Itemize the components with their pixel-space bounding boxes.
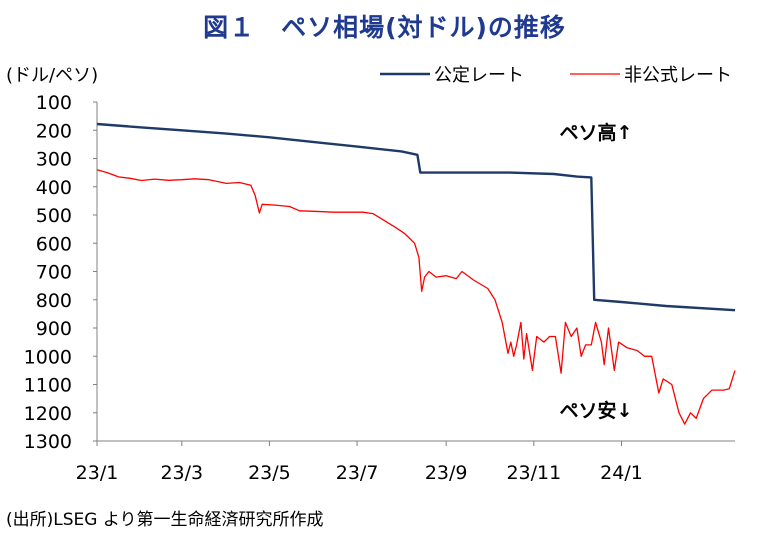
annotation-peso-weak: ペソ安↓ xyxy=(560,399,633,422)
y-tick-label: 300 xyxy=(36,149,72,171)
y-tick-label: 700 xyxy=(36,262,72,284)
y-tick-label: 200 xyxy=(36,120,72,142)
x-tick-label: 23/11 xyxy=(506,462,561,484)
series-line-official xyxy=(96,122,736,312)
x-tick-label: 24/1 xyxy=(600,462,643,484)
legend-label: 公定レート xyxy=(434,65,524,86)
y-tick-label: 1000 xyxy=(24,346,72,368)
x-tick-label: 23/3 xyxy=(160,462,203,484)
legend-label: 非公式レート xyxy=(624,65,732,86)
y-axis-label: (ドル/ペソ) xyxy=(6,65,98,86)
series-line-informal xyxy=(96,169,736,425)
x-tick-label: 23/9 xyxy=(425,462,468,484)
annotation-peso-strong: ペソ高↑ xyxy=(560,121,633,144)
y-tick-label: 800 xyxy=(36,290,72,312)
chart-title: 図１ ペソ相場(対ドル)の推移 xyxy=(203,13,566,42)
y-tick-label: 1100 xyxy=(24,375,72,397)
y-tick-label: 1300 xyxy=(24,431,72,453)
x-tick-label: 23/7 xyxy=(336,462,379,484)
y-tick-label: 900 xyxy=(36,318,72,340)
y-tick-label: 400 xyxy=(36,177,72,199)
y-tick-label: 100 xyxy=(36,92,72,114)
x-tick-label: 23/5 xyxy=(248,462,291,484)
y-tick-label: 600 xyxy=(36,233,72,255)
x-tick-label: 23/1 xyxy=(76,462,119,484)
y-tick-label: 500 xyxy=(36,205,72,227)
y-tick-label: 1200 xyxy=(24,403,72,425)
source-note: (出所)LSEG より第一生命経済研究所作成 xyxy=(6,510,324,530)
